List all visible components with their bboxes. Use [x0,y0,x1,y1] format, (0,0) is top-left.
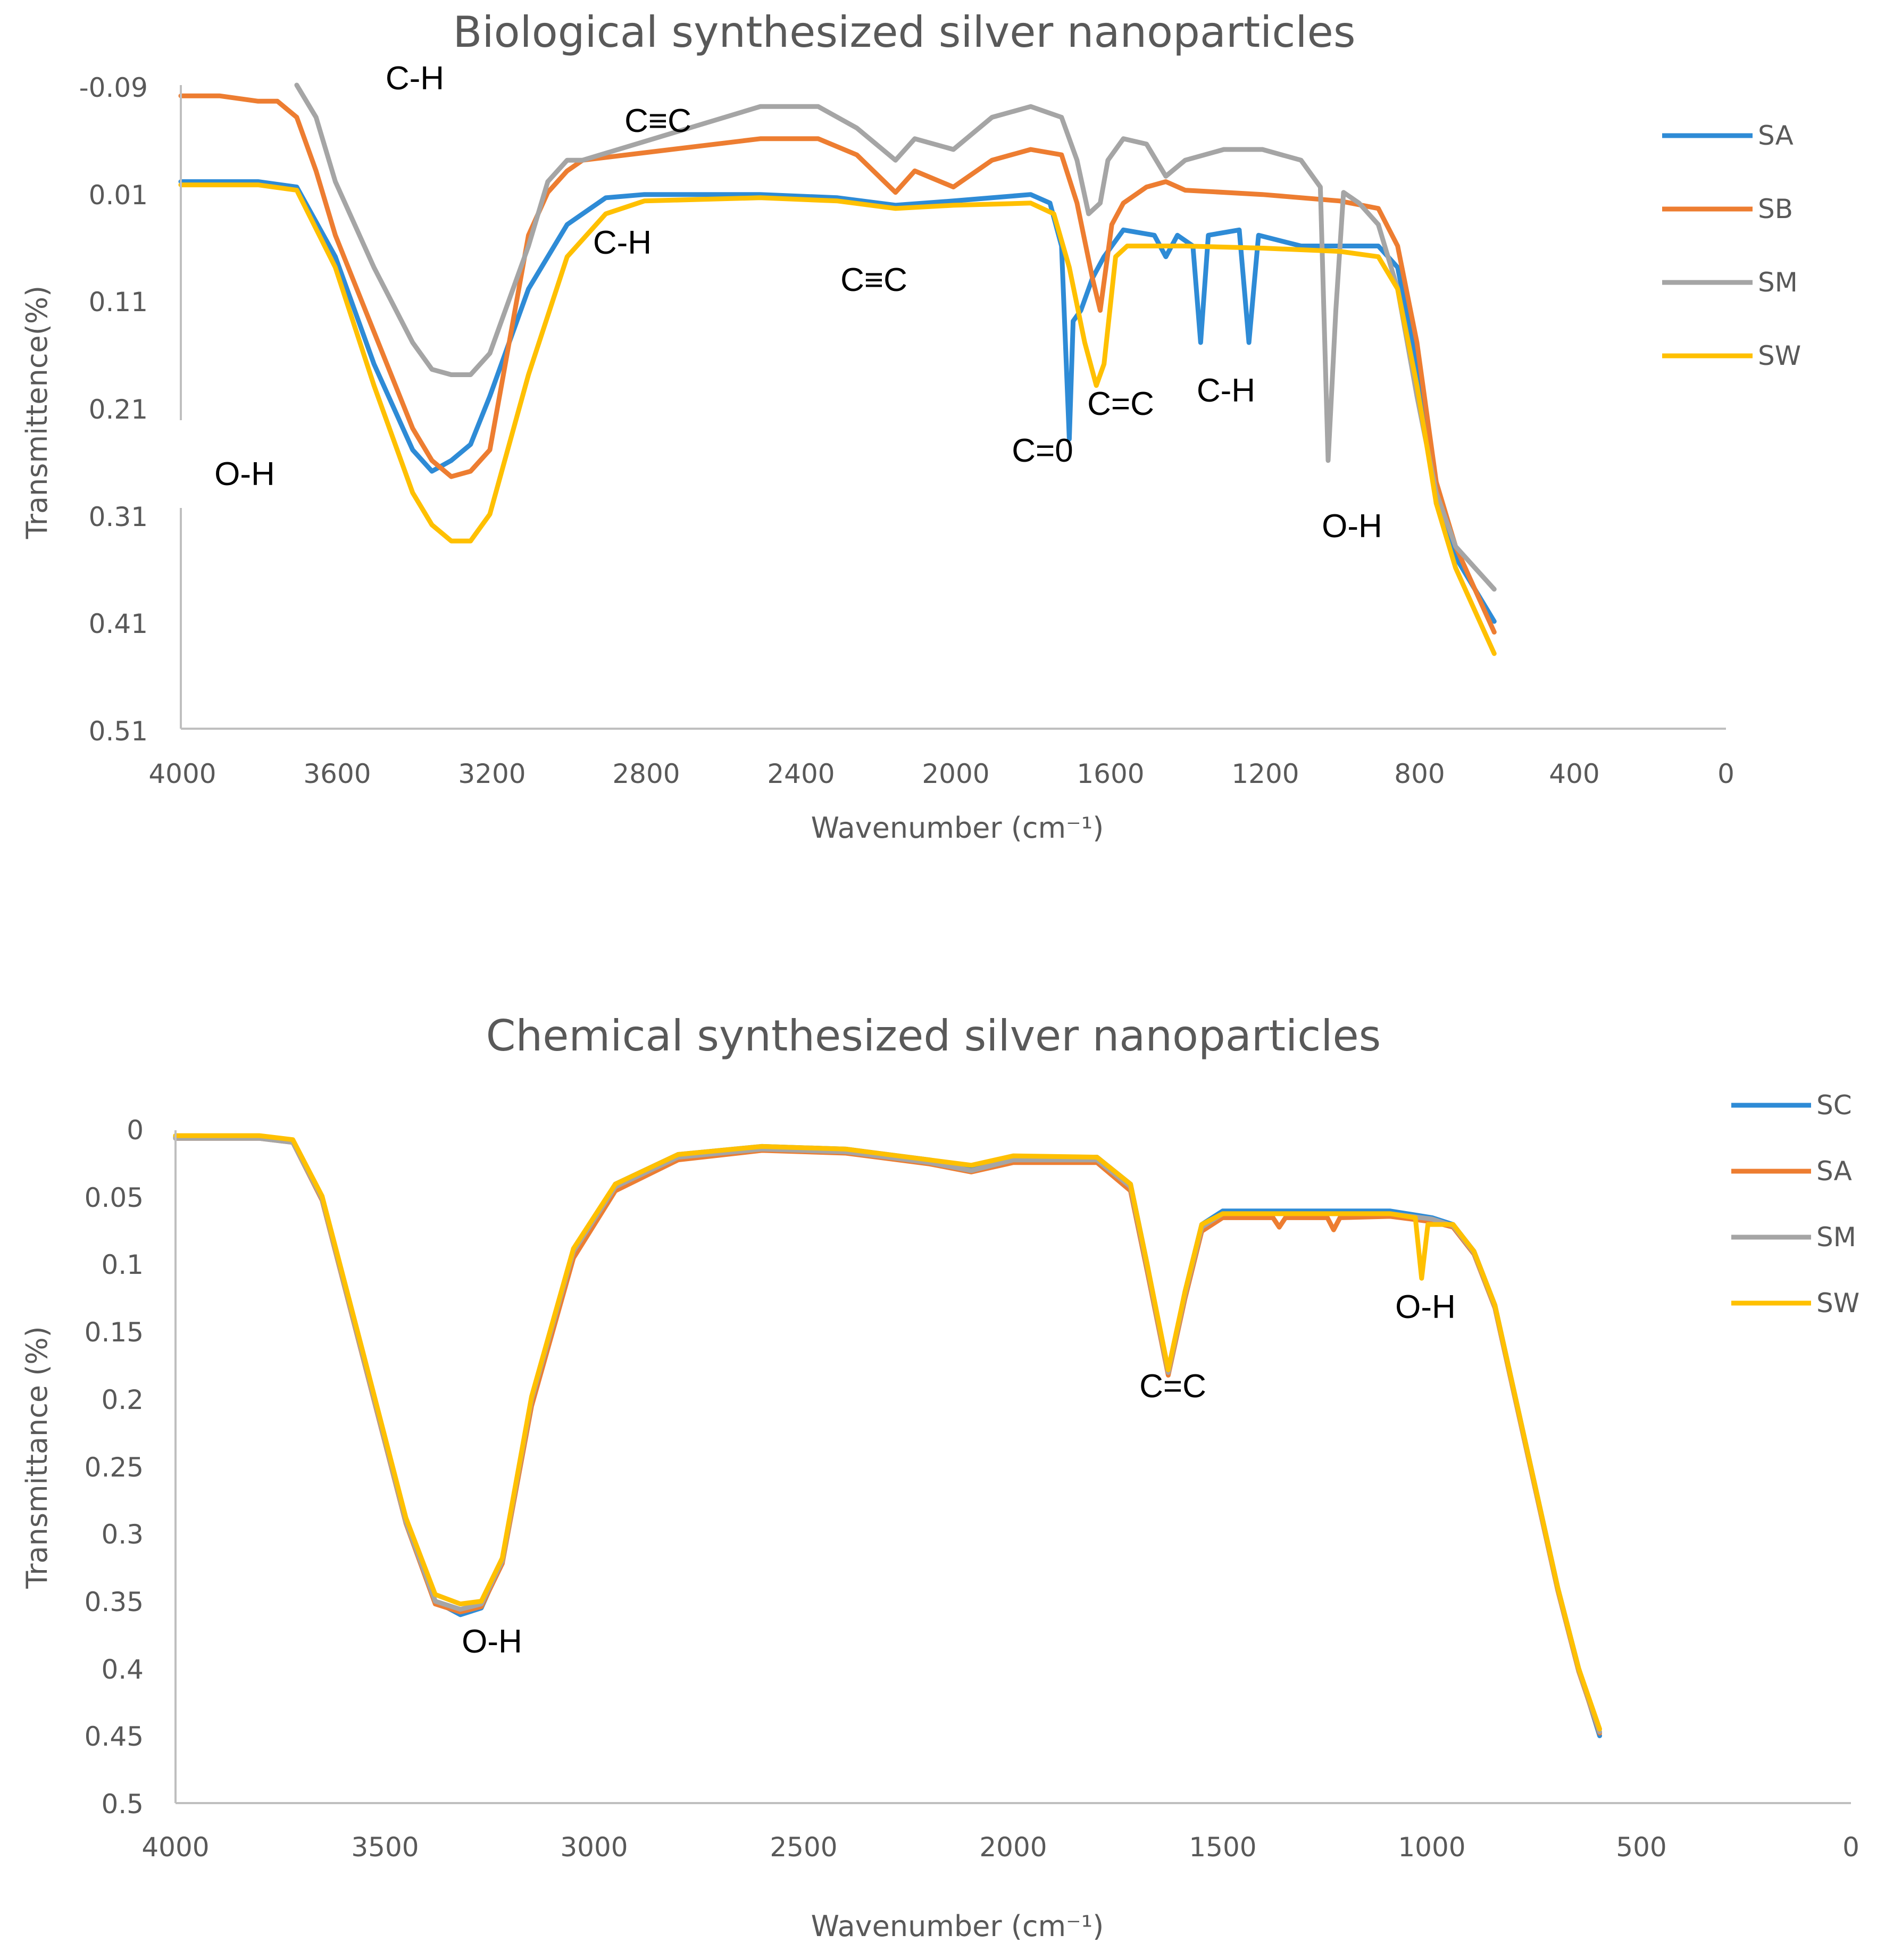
y-tick-label: 0.4 [101,1654,144,1685]
x-tick-label: 3200 [458,758,526,789]
series-group [178,82,1497,656]
series-group [173,1133,1602,1738]
x-tick-label: 1200 [1231,758,1299,789]
peak-label: C-H [386,60,444,97]
y-tick-labels: 0 0.05 0.1 0.15 0.2 0.25 0.3 0.35 0.4 0.… [85,1115,144,1820]
chart-biological: Biological synthesized silver nanopartic… [20,7,1801,845]
chart-title: Biological synthesized silver nanopartic… [453,7,1355,57]
legend: SA SB SM SW [1662,120,1801,371]
series-line-sw [173,1133,1602,1732]
peak-label: C=C [1139,1368,1206,1405]
y-tick-label: 0.45 [85,1721,144,1752]
chart-title: Chemical synthesized silver nanoparticle… [486,1011,1381,1061]
legend-label: SW [1758,340,1801,371]
legend-label: SC [1816,1090,1852,1121]
x-axis-title: Wavenumber (cm⁻¹) [811,811,1104,845]
x-axis-title: Wavenumber (cm⁻¹) [811,1909,1104,1943]
y-tick-label: 0.01 [89,180,148,211]
x-tick-label: 400 [1549,758,1599,789]
legend-label: SA [1816,1156,1852,1187]
x-tick-label: 3500 [351,1832,419,1863]
y-tick-label: 0.15 [85,1317,144,1348]
x-tick-labels: 4000 3600 3200 2800 2400 2000 1600 1200 … [148,758,1734,789]
peak-label: C=C [1087,386,1154,422]
legend-label: SM [1816,1222,1856,1253]
x-tick-label: 0 [1717,758,1734,789]
series-line-sb [178,93,1497,635]
peak-label: C≡C [840,262,907,298]
legend-label: SW [1816,1288,1859,1319]
x-tick-label: 1600 [1077,758,1144,789]
y-tick-label: 0.3 [101,1519,144,1550]
legend-label: SA [1758,120,1794,151]
y-tick-label: 0.35 [85,1587,144,1617]
x-tick-label: 3000 [560,1832,628,1863]
y-tick-label: 0.2 [101,1384,144,1415]
series-line-sa [173,1136,1602,1736]
y-tick-labels: -0.09 0.01 0.11 0.21 0.31 0.41 0.51 [79,72,148,747]
legend-label: SB [1758,194,1793,224]
peak-label: O-H [462,1623,522,1660]
series-line-sc [173,1135,1602,1738]
x-tick-labels: 4000 3500 3000 2500 2000 1500 1000 500 0 [141,1832,1859,1863]
y-tick-label: 0.1 [101,1249,144,1280]
series-line-sa [178,179,1497,624]
peak-annotations: C-H C≡C C-H C≡C O-H C=0 C=C C-H O-H [214,60,1382,545]
peak-label: C-H [1197,372,1255,409]
x-tick-label: 4000 [148,758,216,789]
x-tick-label: 2500 [770,1832,837,1863]
peak-label: C≡C [624,103,691,139]
peak-annotations: O-H C=C O-H [462,1289,1456,1660]
peak-label: O-H [1322,508,1382,545]
peak-label: C=0 [1012,432,1073,469]
y-tick-label: 0.05 [85,1182,144,1213]
x-tick-label: 3600 [303,758,371,789]
y-tick-label: 0.51 [89,716,148,747]
legend-label: SM [1758,267,1798,298]
x-tick-label: 2000 [979,1832,1047,1863]
y-axis-title: Transmittance (%) [20,1326,54,1589]
x-tick-label: 2800 [612,758,680,789]
y-tick-label: 0.11 [89,287,148,318]
peak-label: O-H [214,456,275,493]
x-tick-label: 0 [1842,1832,1859,1863]
x-tick-label: 2000 [922,758,989,789]
y-tick-label: 0.25 [85,1452,144,1483]
y-tick-label: 0.41 [89,608,148,639]
series-line-sm [294,82,1497,592]
y-tick-label: 0.5 [101,1789,144,1820]
x-tick-label: 2400 [767,758,835,789]
legend: SC SA SM SW [1731,1090,1859,1319]
y-tick-label: 0.31 [89,502,148,532]
x-tick-label: 4000 [141,1832,209,1863]
chart-chemical: Chemical synthesized silver nanoparticle… [20,1011,1859,1943]
peak-label: O-H [1395,1289,1456,1325]
series-line-sw [178,182,1497,656]
y-axis-title: Transmittence(%) [20,286,54,539]
x-tick-label: 1500 [1189,1832,1256,1863]
series-line-sm [173,1136,1602,1734]
y-tick-label: 0 [127,1115,144,1146]
x-tick-label: 800 [1394,758,1445,789]
x-tick-label: 500 [1616,1832,1666,1863]
y-tick-label: 0.21 [89,394,148,425]
peak-label: C-H [593,224,652,261]
x-tick-label: 1000 [1398,1832,1465,1863]
y-tick-label: -0.09 [79,72,148,103]
